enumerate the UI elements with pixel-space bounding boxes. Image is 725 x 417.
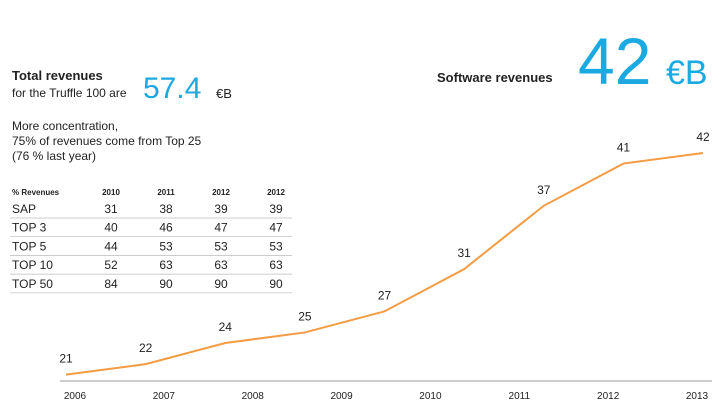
table-cell: SAP [12,202,36,216]
data-label: 37 [537,183,551,197]
table-cell: 31 [104,202,118,216]
table-cell: 44 [104,239,118,253]
data-label: 31 [457,246,471,260]
x-tick-label: 2010 [419,391,442,402]
table-cell: 39 [214,202,228,216]
table-cell: 90 [269,277,283,291]
table-cell: 90 [159,277,173,291]
total-unit: €B [216,86,232,101]
table-cell: 84 [104,277,118,291]
note: 75% of revenues come from Top 25 [12,134,202,148]
data-label: 41 [617,141,631,155]
data-label: 42 [696,130,710,144]
data-label: 24 [219,320,233,334]
table-cell: 90 [214,277,228,291]
table-cell: 46 [159,221,173,235]
total-sub: for the Truffle 100 are [12,86,127,100]
data-label: 25 [298,309,312,323]
x-tick-label: 2009 [330,391,353,402]
x-tick-label: 2011 [509,391,531,402]
table-cell: TOP 50 [12,277,53,291]
table-cell: 53 [269,239,283,253]
table-cell: 52 [104,258,118,272]
total-value: 57.4 [143,72,201,105]
note: More concentration, [12,119,118,133]
table-cell: 47 [214,221,228,235]
x-tick-label: 2007 [153,391,176,402]
table-cell: TOP 3 [12,221,47,235]
series-line [65,152,704,376]
data-label: 21 [59,352,73,366]
table-cell: 47 [269,221,283,235]
total-title: Total revenues [12,68,103,83]
table-header: 2012 [212,188,230,197]
table-cell: 53 [159,239,173,253]
table-cell: 40 [104,221,118,235]
table-cell: TOP 10 [12,258,53,272]
headline-unit: €B [666,54,708,92]
headline-value: 42 [578,24,651,98]
table-cell: 39 [269,202,283,216]
x-tick-label: 2013 [686,391,709,402]
table-cell: TOP 5 [12,239,47,253]
x-tick-label: 2012 [597,391,620,402]
table-cell: 38 [159,202,173,216]
table-header: 2011 [157,188,175,197]
chart-title: Software revenues [437,70,553,85]
data-label: 27 [378,288,392,302]
table-cell: 53 [214,239,228,253]
data-label: 22 [139,341,153,355]
table-cell: 63 [214,258,228,272]
table-cell: 63 [159,258,173,272]
x-tick-label: 2006 [64,391,87,402]
note: (76 % last year) [12,149,96,163]
table-cell: 63 [269,258,283,272]
table-header: 2010 [102,188,120,197]
table-header: % Revenues [12,188,60,197]
x-tick-label: 2008 [242,391,265,402]
table-header: 2012 [267,188,285,197]
